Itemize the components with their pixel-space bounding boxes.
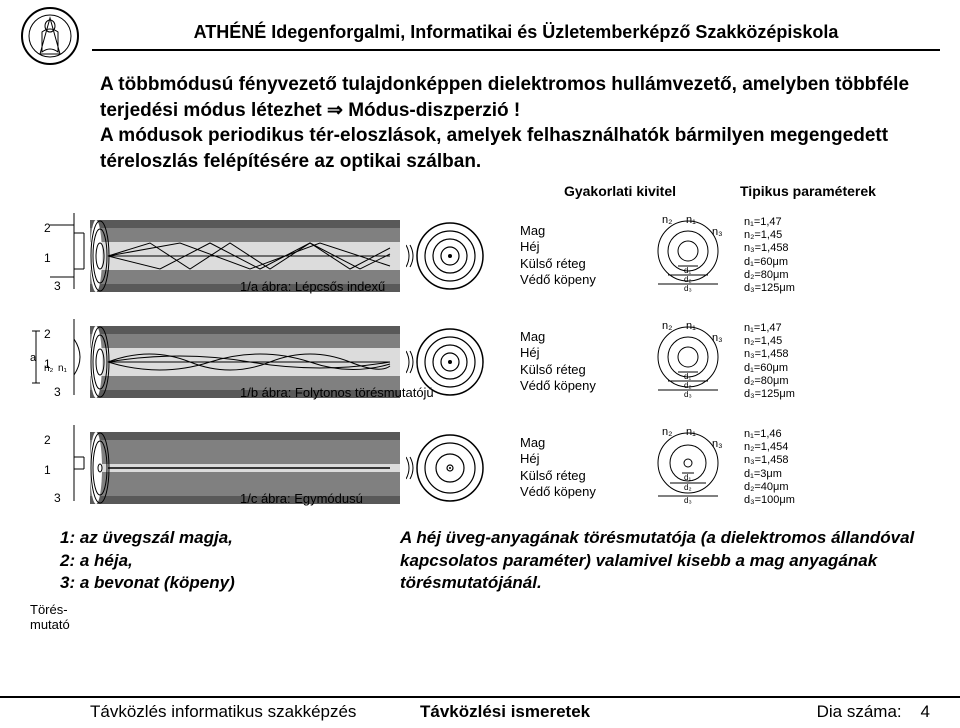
svg-text:n₂: n₂ — [662, 214, 672, 226]
intro-p1: A többmódusú fényvezető tulajdonképpen d… — [100, 72, 920, 123]
footer-subject: Távközlési ismeretek — [420, 702, 730, 722]
caption-a: 1/a ábra: Lépcsős indexű — [240, 279, 460, 294]
fiber-row-single-mode: 2 1 3 1/c ábra: Egymódusú Mag Héj — [0, 415, 960, 521]
caption-b: 1/b ábra: Folytonos törésmutatójú — [240, 385, 460, 400]
svg-text:a: a — [30, 352, 37, 364]
caption-c: 1/c ábra: Egymódusú — [240, 491, 460, 506]
params-c: n₁=1,46 n₂=1,454 n₃=1,458 d₁=3μm d₂=40μm… — [736, 428, 856, 507]
params-b: n₁=1,47 n₂=1,45 n₃=1,458 d₁=60μm d₂=80μm… — [736, 322, 856, 401]
svg-text:n₃: n₃ — [712, 332, 723, 344]
svg-text:n₁: n₁ — [686, 426, 696, 438]
param-diagram-c: n₂ n₁ n₃ d₁ d₂ d₃ — [640, 423, 736, 513]
legend-left: 1: az üvegszál magja, 2: a héja, 3: a be… — [60, 527, 360, 596]
footer-course: Távközlés informatikus szakképzés — [90, 702, 420, 722]
svg-text:n₁: n₁ — [686, 214, 696, 226]
col-head-params: Tipikus paraméterek — [740, 183, 940, 199]
param-diagram-b: n₂ n₁ n₃ d₁ d₂ d₃ — [640, 317, 736, 407]
section-headers: Gyakorlati kivitel Tipikus paraméterek — [0, 183, 960, 199]
svg-text:n₂: n₂ — [662, 320, 672, 332]
svg-text:n₃: n₃ — [712, 226, 723, 238]
svg-text:d₃: d₃ — [684, 390, 692, 399]
legend-right: A héj üveg-anyagának törésmutatója (a di… — [400, 527, 920, 596]
svg-text:n₂: n₂ — [662, 426, 672, 438]
params-a: n₁=1,47 n₂=1,45 n₃=1,458 d₁=60μm d₂=80μm… — [736, 216, 856, 295]
svg-text:d₂: d₂ — [684, 381, 692, 390]
param-diagram-a: n₂ n₁ n₃ d₁ d₂ d₃ — [640, 211, 736, 301]
tores-label: Törés- mutató — [30, 603, 70, 632]
footer-slide: Dia száma: 4 — [730, 702, 930, 722]
page-header: ATHÉNÉ Idegenforgalmi, Informatikai és Ü… — [0, 0, 960, 68]
col-head-kivitel: Gyakorlati kivitel — [500, 183, 740, 199]
layers-list-c: Mag Héj Külső réteg Védő köpeny — [490, 435, 640, 500]
fiber-longitudinal-b: 1/b ábra: Folytonos törésmutatójú — [90, 326, 400, 398]
svg-text:d₃: d₃ — [684, 496, 692, 505]
fiber-longitudinal-c: 1/c ábra: Egymódusú — [90, 432, 400, 504]
svg-text:d₁: d₁ — [684, 372, 691, 381]
intro-text: A többmódusú fényvezető tulajdonképpen d… — [0, 68, 960, 181]
layers-list-a: Mag Héj Külső réteg Védő köpeny — [490, 223, 640, 288]
row-index-labels: 2 1 3 — [30, 415, 90, 521]
school-name: ATHÉNÉ Idegenforgalmi, Informatikai és Ü… — [92, 22, 940, 51]
layers-list-b: Mag Héj Külső réteg Védő köpeny — [490, 329, 640, 394]
svg-text:d₂: d₂ — [684, 483, 692, 492]
fiber-longitudinal-a: 1/a ábra: Lépcsős indexű — [90, 220, 400, 292]
svg-text:d₃: d₃ — [684, 284, 692, 293]
svg-text:n₁: n₁ — [686, 320, 696, 332]
svg-text:d₁: d₁ — [684, 473, 691, 482]
page-footer: Távközlés informatikus szakképzés Távköz… — [0, 696, 960, 722]
row-index-labels: 2 1 3 — [30, 203, 90, 309]
fiber-row-graded-index: a n₂ n₁ 2 1 3 1/b ábra: Folytonos törésm… — [0, 309, 960, 415]
intro-p2: A módusok periodikus tér-eloszlások, ame… — [100, 123, 920, 174]
svg-text:d₁: d₁ — [684, 266, 691, 275]
svg-text:n₃: n₃ — [712, 438, 723, 450]
fiber-row-step-index: 2 1 3 1/a ábra: Lépcsős indexű — [0, 203, 960, 309]
legend-block: 1: az üvegszál magja, 2: a héja, 3: a be… — [0, 521, 960, 598]
svg-text:d₂: d₂ — [684, 275, 692, 284]
svg-text:n₁: n₁ — [58, 363, 68, 374]
row-index-labels: a n₂ n₁ 2 1 3 — [30, 309, 90, 415]
school-logo — [20, 6, 80, 66]
